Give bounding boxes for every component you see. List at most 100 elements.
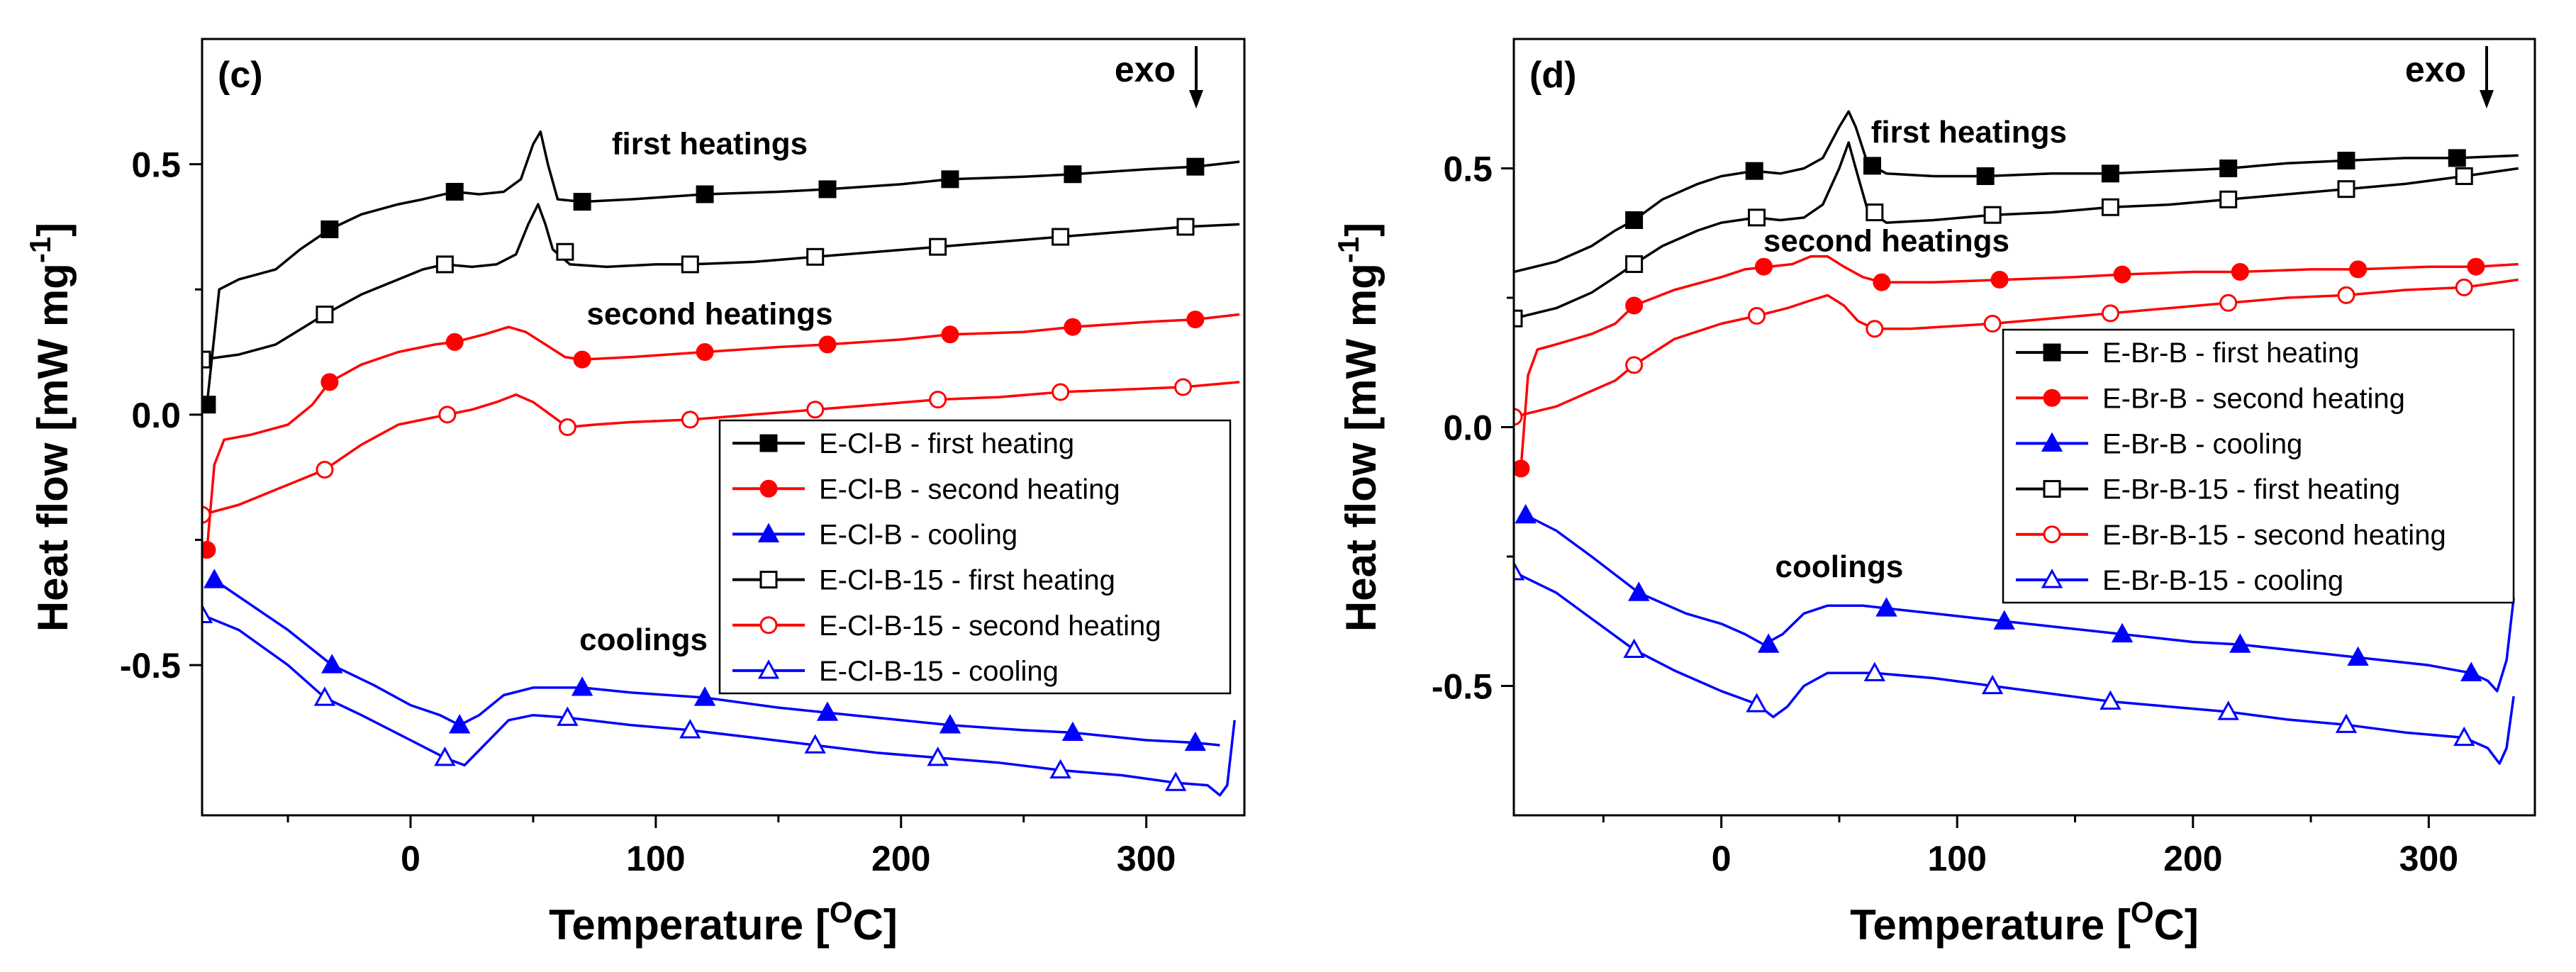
data-point xyxy=(927,747,949,766)
data-point xyxy=(806,401,825,419)
data-point xyxy=(573,350,591,369)
legend-box xyxy=(718,419,1232,695)
series-line xyxy=(202,613,1236,797)
legend-label: E-Cl-B-15 - second heating xyxy=(819,610,1161,642)
series-line xyxy=(1520,255,2519,469)
legend-item: E-Cl-B - cooling xyxy=(732,519,1017,550)
data-point xyxy=(679,719,701,739)
data-point xyxy=(696,343,714,362)
annotation: first heatings xyxy=(612,126,808,161)
data-point xyxy=(1186,157,1205,176)
x-axis-title-sup: O xyxy=(830,895,853,929)
legend-marker xyxy=(2041,432,2063,452)
exo-arrow-icon xyxy=(2480,90,2494,108)
data-point xyxy=(818,180,837,199)
data-point xyxy=(2219,190,2238,208)
legend-label: E-Br-B - first heating xyxy=(2102,337,2359,369)
series-4 xyxy=(1514,278,2519,426)
series-3 xyxy=(1514,141,2519,328)
series-1 xyxy=(202,311,1240,559)
data-point xyxy=(1628,581,1650,601)
data-point xyxy=(1863,157,1881,175)
series-2 xyxy=(203,569,1220,752)
data-point xyxy=(202,505,211,524)
data-point xyxy=(1993,610,2015,630)
data-point xyxy=(1873,273,1891,291)
legend-marker xyxy=(2043,389,2061,407)
y-axis-title: Heat flow [mW mg-1] xyxy=(23,223,77,632)
legend-marker xyxy=(759,434,778,452)
data-point xyxy=(2467,257,2485,276)
data-point xyxy=(2101,304,2119,323)
data-point xyxy=(1863,661,1886,681)
data-point xyxy=(1623,638,1645,659)
legend-box xyxy=(2002,328,2515,604)
x-tick-label: 200 xyxy=(871,839,930,878)
data-point xyxy=(1745,162,1763,180)
data-point xyxy=(1514,408,1523,426)
data-point xyxy=(1748,307,1766,325)
y-axis-title-sup: -1 xyxy=(1332,237,1365,263)
y-tick-label: -0.5 xyxy=(120,646,181,686)
data-point xyxy=(2217,700,2239,720)
series-0 xyxy=(1514,110,2519,274)
data-point xyxy=(435,255,454,274)
data-point xyxy=(2453,726,2475,747)
data-point xyxy=(1064,318,1082,336)
annotation: second heatings xyxy=(586,297,832,332)
data-point xyxy=(1757,633,1780,653)
legend-item: E-Cl-B-15 - second heating xyxy=(732,610,1161,642)
legend-item: E-Br-B - first heating xyxy=(2016,337,2359,369)
data-point xyxy=(1186,311,1205,329)
y-axis-title: Heat flow [mW mg-1] xyxy=(1332,223,1385,632)
y-tick-label: -0.5 xyxy=(1432,667,1493,707)
legend-label: E-Cl-B-15 - cooling xyxy=(819,656,1059,687)
data-point xyxy=(2448,149,2466,167)
panel-label: (c) xyxy=(218,55,263,96)
data-point xyxy=(313,686,336,706)
legend-label: E-Br-B-15 - first heating xyxy=(2102,474,2400,505)
data-point xyxy=(929,391,947,409)
x-tick-label: 300 xyxy=(1117,839,1176,878)
data-point xyxy=(202,350,211,369)
series-line xyxy=(1514,141,2519,320)
data-point xyxy=(696,185,714,203)
legend-item: E-Cl-B - second heating xyxy=(732,474,1120,505)
series-line xyxy=(1524,514,2515,693)
legend-item: E-Br-B - second heating xyxy=(2016,383,2405,414)
data-point xyxy=(1983,315,2002,333)
data-point xyxy=(571,676,593,696)
data-point xyxy=(2337,180,2355,199)
data-point xyxy=(1176,218,1195,236)
data-point xyxy=(316,461,334,479)
legend-item: E-Br-B - cooling xyxy=(2016,428,2302,459)
x-axis-title: Temperature [OC] xyxy=(549,895,898,949)
data-point xyxy=(202,541,216,559)
data-point xyxy=(2219,294,2238,312)
legend-marker xyxy=(757,523,780,543)
data-point xyxy=(573,193,591,211)
legend-label: E-Br-B-15 - cooling xyxy=(2102,565,2343,596)
plot-frame xyxy=(201,38,1246,817)
annotation: first heatings xyxy=(1871,115,2067,150)
data-point xyxy=(2231,263,2249,281)
series-4 xyxy=(202,378,1240,524)
data-point xyxy=(1625,356,1644,374)
data-point xyxy=(203,569,225,588)
x-tick-label: 0 xyxy=(401,839,420,878)
data-point xyxy=(2349,260,2368,279)
y-axis-title-sup: -1 xyxy=(23,237,57,263)
panel-c: 0 100 200 300 0.5 0.0 -0.5 Temperature [OC] Heat… xyxy=(23,38,1246,949)
series-5 xyxy=(202,603,1236,797)
data-point xyxy=(1875,597,1897,617)
series-line xyxy=(202,203,1240,361)
x-axis-title-sup: O xyxy=(2131,895,2154,929)
data-point xyxy=(1746,693,1768,713)
annotation: coolings xyxy=(1775,549,1903,584)
data-point xyxy=(2111,622,2134,643)
data-point xyxy=(1983,206,2002,224)
data-point xyxy=(1515,503,1537,524)
x-axis-title: Temperature [OC] xyxy=(1850,895,2199,949)
data-point xyxy=(2101,198,2119,216)
